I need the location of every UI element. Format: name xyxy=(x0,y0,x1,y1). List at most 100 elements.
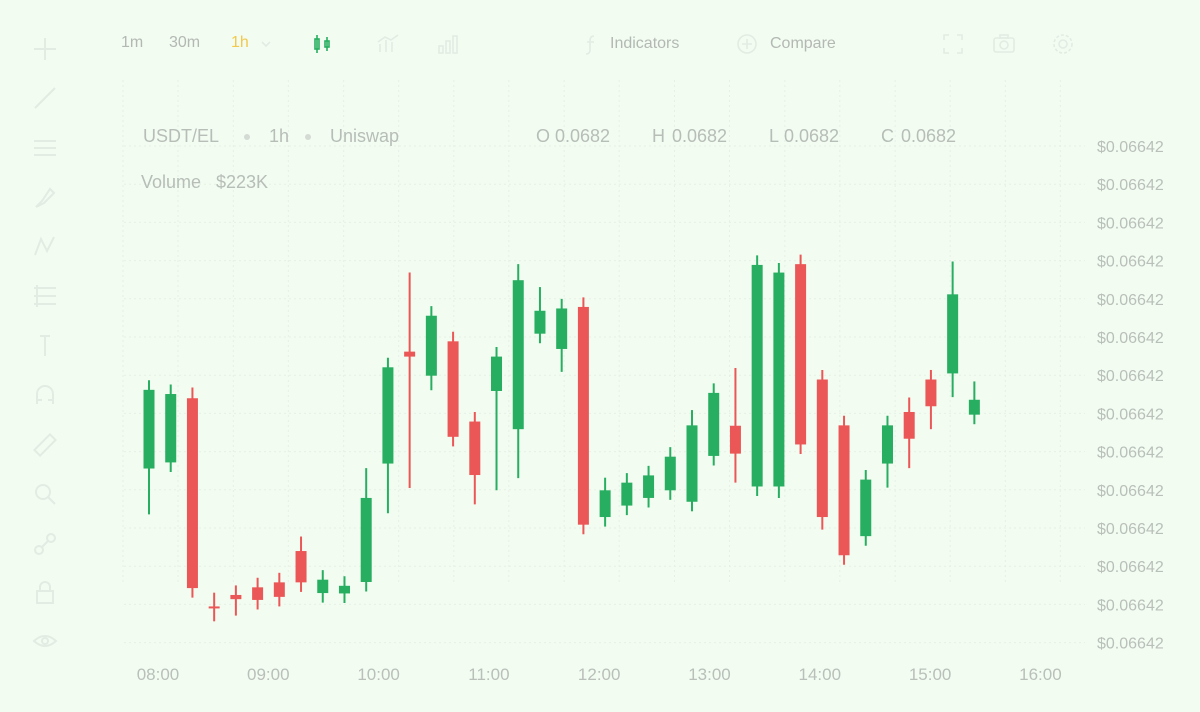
candle-body xyxy=(838,425,850,556)
text-icon[interactable] xyxy=(32,333,58,359)
timeframe-1m[interactable]: 1m xyxy=(121,34,144,51)
measure-icon[interactable] xyxy=(32,531,58,557)
candle-body xyxy=(556,308,568,349)
eye-icon[interactable] xyxy=(32,628,58,654)
brush-icon[interactable] xyxy=(32,185,58,211)
y-axis-tick-label: $0.06642 xyxy=(1097,406,1164,423)
fullscreen-icon[interactable] xyxy=(941,32,965,56)
candle-body xyxy=(881,425,893,464)
fib-icon[interactable] xyxy=(32,283,58,309)
x-axis-tick-label: 16:00 xyxy=(1019,665,1062,684)
crosshair-icon[interactable] xyxy=(32,36,58,62)
candle-body xyxy=(643,475,655,498)
candle-body xyxy=(773,272,785,487)
candle-body xyxy=(469,421,481,476)
interval-label: 1h xyxy=(269,126,290,146)
x-axis-tick-label: 11:00 xyxy=(468,665,509,684)
candle-body xyxy=(621,482,633,506)
y-axis-tick-label: $0.06642 xyxy=(1097,215,1164,232)
candle-body xyxy=(512,280,524,430)
candlestick-icon[interactable] xyxy=(310,32,334,56)
y-axis-tick-label: $0.06642 xyxy=(1097,139,1164,156)
lock-icon[interactable] xyxy=(32,580,58,606)
candle-body xyxy=(686,425,698,502)
separator-dot xyxy=(305,134,311,140)
x-axis-tick-label: 09:00 xyxy=(247,665,290,684)
y-axis-tick-label: $0.06642 xyxy=(1097,597,1164,614)
function-icon[interactable] xyxy=(580,32,604,56)
camera-icon[interactable] xyxy=(992,32,1016,56)
indicator-chart-icon[interactable] xyxy=(376,32,400,56)
candle-body xyxy=(404,351,416,357)
x-axis-tick-label: 08:00 xyxy=(137,665,180,684)
pattern-icon[interactable] xyxy=(32,233,58,259)
zoom-icon[interactable] xyxy=(32,481,58,507)
volume-value: $223K xyxy=(216,172,269,192)
top-toolbar: 1m 30m 1h Indicators Compare xyxy=(0,24,1200,64)
volume-label: Volume xyxy=(141,172,202,192)
chevron-down-icon[interactable] xyxy=(254,32,271,56)
low-value: 0.0682 xyxy=(784,126,840,146)
timeframe-30m[interactable]: 30m xyxy=(169,34,201,51)
magnet-icon[interactable] xyxy=(32,382,58,408)
candle-body xyxy=(708,392,720,456)
close-label: C xyxy=(881,126,894,146)
horizontal-lines-icon[interactable] xyxy=(32,135,58,161)
candle-body xyxy=(165,394,177,463)
y-axis-tick-label: $0.06642 xyxy=(1097,521,1164,538)
candle-body xyxy=(751,264,763,487)
x-axis-tick-label: 14:00 xyxy=(799,665,842,684)
y-axis-tick-label: $0.06642 xyxy=(1097,636,1164,653)
candle-body xyxy=(947,294,959,374)
y-axis-tick-label: $0.06642 xyxy=(1097,368,1164,385)
gear-icon[interactable] xyxy=(1051,32,1075,56)
candle-body xyxy=(143,389,155,469)
open-label: O xyxy=(536,126,551,146)
candle-body xyxy=(903,411,915,439)
candle-body xyxy=(252,587,264,600)
candle-body xyxy=(491,356,503,391)
candle-body xyxy=(447,341,459,437)
x-axis-tick-label: 13:00 xyxy=(688,665,731,684)
x-axis-tick-label: 12:00 xyxy=(578,665,621,684)
candle-body xyxy=(534,310,546,334)
candle-body xyxy=(208,606,220,609)
bar-chart-icon[interactable] xyxy=(436,32,460,56)
ruler-icon[interactable] xyxy=(32,432,58,458)
y-axis-tick-label: $0.06642 xyxy=(1097,483,1164,500)
candle-body xyxy=(925,379,937,407)
candle-body xyxy=(230,594,242,600)
high-value: 0.0682 xyxy=(672,126,728,146)
compare-button[interactable]: Compare xyxy=(770,35,836,52)
x-axis-tick-label: 15:00 xyxy=(909,665,952,684)
y-axis-tick-label: $0.06642 xyxy=(1097,292,1164,309)
add-compare-icon[interactable] xyxy=(735,32,759,56)
x-axis-tick-label: 10:00 xyxy=(357,665,400,684)
candle-body xyxy=(186,398,198,589)
y-axis-tick-label: $0.06642 xyxy=(1097,559,1164,576)
candle-body xyxy=(273,582,285,597)
candle-body xyxy=(425,315,437,376)
y-axis-tick-label: $0.06642 xyxy=(1097,445,1164,462)
close-value: 0.0682 xyxy=(901,126,957,146)
candle-body xyxy=(599,490,611,518)
open-value: 0.0682 xyxy=(555,126,611,146)
y-axis-tick-label: $0.06642 xyxy=(1097,177,1164,194)
high-label: H xyxy=(652,126,665,146)
candle-body xyxy=(338,585,350,594)
pair-label: USDT/EL xyxy=(143,126,220,146)
candle-body xyxy=(816,379,828,518)
indicators-button[interactable]: Indicators xyxy=(610,35,680,52)
exchange-label: Uniswap xyxy=(330,126,400,146)
separator-dot xyxy=(244,134,250,140)
trend-line-icon[interactable] xyxy=(32,85,58,111)
low-label: L xyxy=(769,126,780,146)
timeframe-1h[interactable]: 1h xyxy=(231,34,249,51)
candle-body xyxy=(382,367,394,464)
candle-body xyxy=(577,306,589,525)
candle-body xyxy=(664,456,676,491)
candle-body xyxy=(295,551,307,583)
candle-body xyxy=(795,264,807,445)
candle-body xyxy=(729,425,741,454)
